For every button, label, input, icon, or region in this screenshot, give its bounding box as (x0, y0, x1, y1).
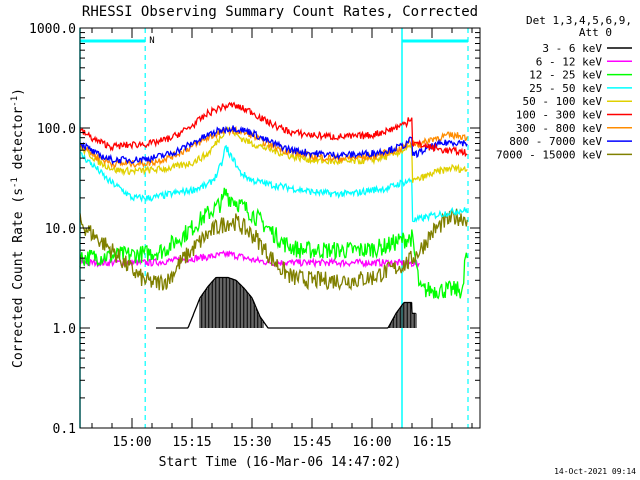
series-8-line (79, 208, 468, 292)
flag-label: N (149, 36, 154, 46)
plot-frame (79, 27, 481, 429)
x-axis-label: Start Time (16-Mar-06 14:47:02) (159, 455, 402, 470)
y-tick-label: 1.0 (53, 322, 76, 337)
legend-label-3: 25 - 50 keV (529, 82, 602, 95)
x-axis: 15:00 15:15 15:30 15:45 16:00 16:15 (91, 28, 473, 450)
observing-flags: N (79, 28, 469, 428)
x-tick-label: 15:45 (292, 435, 331, 450)
x-tick-label: 15:00 (112, 435, 151, 450)
series-3-line (79, 144, 468, 223)
footer-timestamp: 14-Oct-2021 09:14 (554, 467, 636, 476)
legend-header-1: Det 1,3,4,5,6,9, (526, 14, 632, 27)
legend-label-8: 7000 - 15000 keV (496, 148, 602, 161)
y-tick-label: 10.0 (45, 222, 76, 237)
x-tick-label: 16:00 (352, 435, 391, 450)
y-axis-label: Corrected Count Rate (s-1 detector-1) (10, 88, 26, 368)
y-axis: 0.1 1.0 10.0 100.0 1000.0 (29, 22, 480, 437)
y-tick-label: 1000.0 (29, 22, 76, 37)
legend-label-5: 100 - 300 keV (516, 109, 602, 122)
x-tick-label: 15:15 (172, 435, 211, 450)
series-1-line (79, 249, 420, 269)
series-0-line (156, 276, 416, 329)
legend-label-2: 12 - 25 keV (529, 69, 602, 82)
series-layer (79, 101, 468, 329)
legend-label-6: 300 - 800 keV (516, 122, 602, 135)
legend-label-0: 3 - 6 keV (542, 42, 602, 55)
legend-label-1: 6 - 12 keV (536, 55, 603, 68)
y-tick-label: 100.0 (37, 122, 76, 137)
legend-label-7: 800 - 7000 keV (509, 135, 602, 148)
x-tick-label: 16:15 (412, 435, 451, 450)
chart-title: RHESSI Observing Summary Count Rates, Co… (82, 4, 478, 20)
series-5-line (79, 101, 468, 158)
series-4-line (79, 126, 468, 183)
legend-header-2: Att 0 (579, 26, 612, 39)
y-tick-label: 0.1 (53, 422, 76, 437)
legend-label-4: 50 - 100 keV (523, 95, 603, 108)
x-tick-label: 15:30 (232, 435, 271, 450)
series-2-line (79, 187, 468, 300)
series-7-line (79, 125, 468, 166)
